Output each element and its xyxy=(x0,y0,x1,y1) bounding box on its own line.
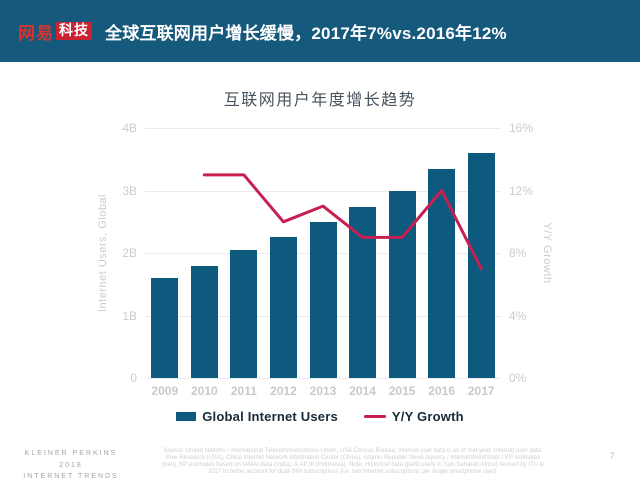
kleiner-perkins-branding: KLEINER PERKINS 2018 INTERNET TRENDS xyxy=(10,448,132,480)
chart-title: 互联网用户年度增长趋势 xyxy=(223,92,417,109)
right-axis-tick: 12% xyxy=(509,183,534,198)
x-axis-label-2013: 2013 xyxy=(309,384,337,398)
right-axis-tick: 8% xyxy=(509,246,527,260)
netease-tech-logo: 网易 科技 xyxy=(18,19,92,44)
x-axis-label-2011: 2011 xyxy=(230,384,257,398)
right-axis-tick: 4% xyxy=(509,308,527,323)
line-series-swatch xyxy=(363,414,386,418)
left-axis-tick: 1B xyxy=(122,308,137,323)
x-axis-label-2012: 2012 xyxy=(270,384,297,398)
gridline xyxy=(145,378,501,379)
bar-2010 xyxy=(190,265,218,378)
legend-item-bars: Global Internet Users xyxy=(176,409,338,424)
header-bar: 网易 科技 全球互联网用户增长缓慢，2017年7%vs.2016年12% xyxy=(0,0,640,62)
right-axis-tick: 16% xyxy=(509,121,534,135)
bar-series-swatch xyxy=(176,411,197,421)
gridline xyxy=(145,190,501,192)
x-axis-label-2017: 2017 xyxy=(467,384,495,398)
tech-badge: 科技 xyxy=(56,21,92,41)
x-axis-label-2014: 2014 xyxy=(349,384,376,398)
slide-title: 全球互联网用户增长缓慢，2017年7%vs.2016年12% xyxy=(105,23,507,43)
bar-2013 xyxy=(309,221,337,378)
netease-logo-text: 网易 xyxy=(18,23,54,43)
page-number: 7 xyxy=(609,451,615,461)
bar-2011 xyxy=(230,249,258,378)
x-axis-label-2016: 2016 xyxy=(428,384,455,398)
chart-legend: Global Internet Users Y/Y Growth xyxy=(0,406,640,426)
left-axis-tick: 0 xyxy=(130,371,137,385)
left-axis-tick: 2B xyxy=(122,246,137,260)
line-series-label: Y/Y Growth xyxy=(391,408,464,424)
brand-line: INTERNET TRENDS xyxy=(23,473,119,480)
x-axis-label-2015: 2015 xyxy=(388,384,416,398)
plot-area xyxy=(145,128,501,379)
bar-series-label: Global Internet Users xyxy=(202,408,338,424)
left-axis-tick: 3B xyxy=(122,183,137,198)
bar-2012 xyxy=(269,237,297,378)
source-note: Source: United Nations / International T… xyxy=(161,448,545,475)
brand-line: KLEINER PERKINS xyxy=(24,450,118,457)
bar-2009 xyxy=(151,278,179,378)
left-axis-tick: 4B xyxy=(122,121,137,135)
growth-line xyxy=(202,173,483,271)
gridline xyxy=(145,128,501,129)
brand-line: 2018 xyxy=(59,461,83,469)
bar-2015 xyxy=(388,190,416,378)
x-axis-label-2009: 2009 xyxy=(151,384,179,398)
x-axis-label-2010: 2010 xyxy=(190,384,218,398)
right-axis-tick: 0% xyxy=(509,371,527,385)
legend-item-line: Y/Y Growth xyxy=(363,408,464,424)
